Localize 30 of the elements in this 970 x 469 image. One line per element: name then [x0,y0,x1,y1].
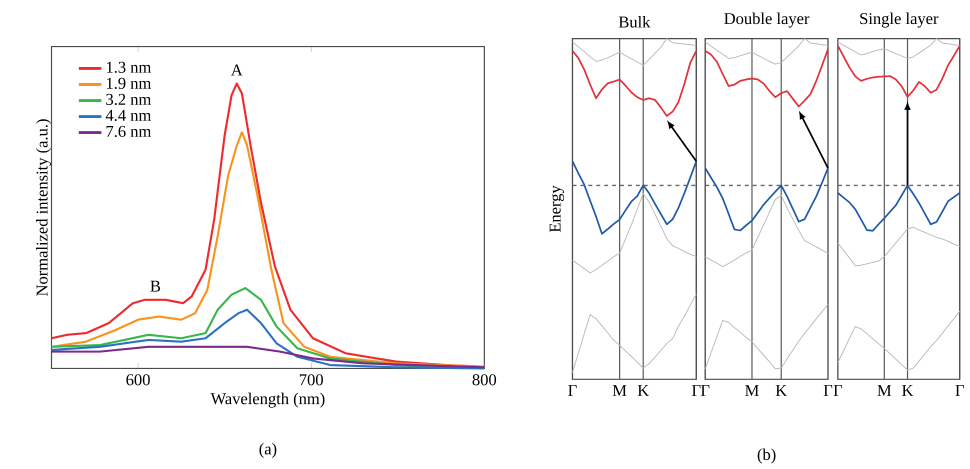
x-tick-label: 600 [126,374,150,386]
text: (b) [758,448,776,464]
chart-title: Single layer [860,12,938,28]
legend-label: 1.9 nm [106,78,152,89]
chart-title: Bulk [618,16,650,28]
legend-label: 3.2 nm [106,94,152,106]
x-tick-label: K [902,385,914,396]
x-tick-label: 700 [300,374,323,386]
text: (a) [259,442,276,458]
x-tick-label: Γ [955,385,964,396]
x-tick-label: Γ [824,385,832,396]
x-tick-label: Γ [568,385,577,396]
x-tick-label: M [612,385,626,396]
legend-label: 7.6 nm [106,126,152,138]
x-tick-label: Γ [834,385,842,396]
chart-title: Double layer [724,12,810,28]
x-tick-label: Γ [700,385,710,396]
x-tick-label: K [638,385,649,396]
legend-label: 1.3 nm [106,62,152,73]
y-axis-title: Energy [550,185,564,232]
annotation: A [230,64,243,76]
x-tick-label: K [776,385,787,396]
x-tick-label: M [877,385,892,396]
y-axis-title: Normalized intensity (a.u.) [36,119,52,296]
annotation: B [150,280,160,292]
legend-label: 4.4 nm [106,110,152,121]
x-tick-label: 800 [472,374,496,386]
x-axis-title: Wavelength (nm) [210,392,324,408]
x-tick-label: Γ [692,385,701,396]
x-tick-label: M [745,385,759,396]
